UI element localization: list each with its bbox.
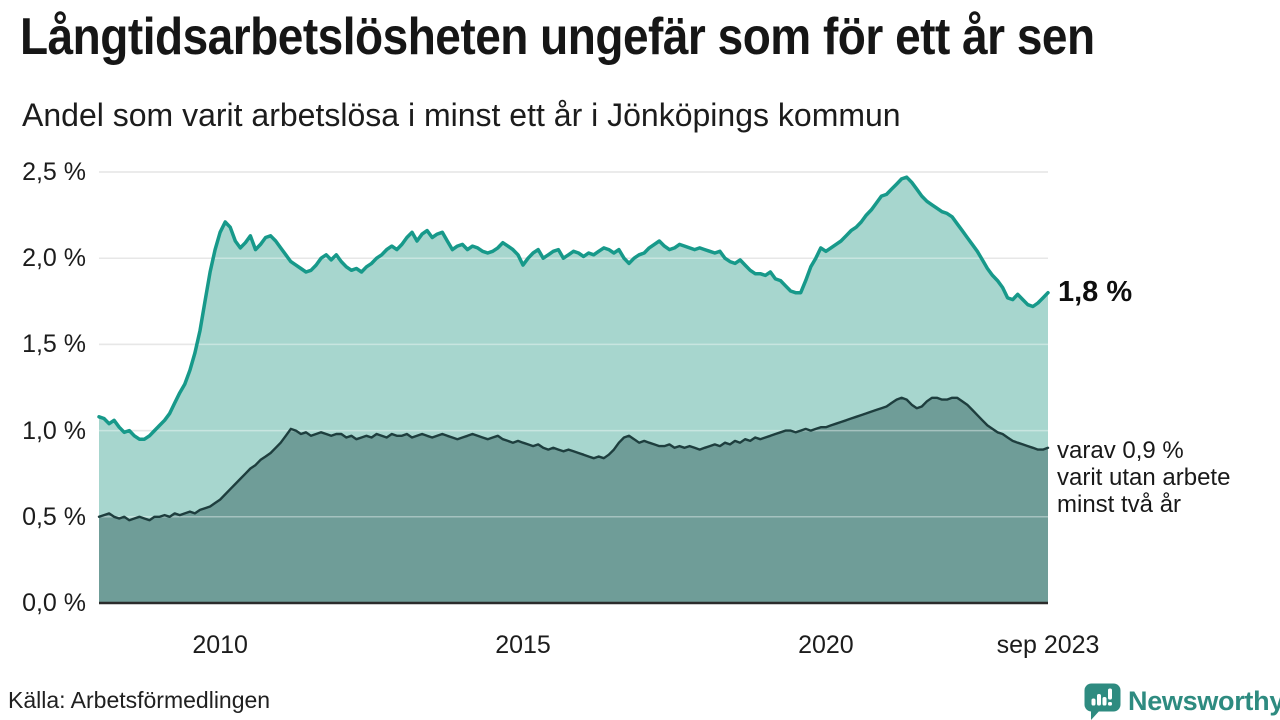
gridlines-over xyxy=(99,171,1048,518)
endpoint-label-twoyear-line2: varit utan arbete xyxy=(1057,463,1231,491)
chart-subtitle: Andel som varit arbetslösa i minst ett å… xyxy=(22,97,901,133)
y-axis-label: 2,5 % xyxy=(22,158,86,186)
y-axis-label: 0,0 % xyxy=(22,589,86,617)
newsworthy-icon xyxy=(1084,683,1121,720)
x-axis-label: 2020 xyxy=(798,631,854,659)
series-total-line xyxy=(97,175,1050,441)
chart-title: Långtidsarbetslösheten ungefär som för e… xyxy=(20,7,1095,66)
source-note: Källa: Arbetsförmedlingen xyxy=(8,687,271,713)
endpoint-label-twoyear-line3: minst två år xyxy=(1057,490,1182,518)
endpoint-label-twoyear: varav 0,9 % varit utan arbete minst två … xyxy=(1057,437,1230,518)
y-axis-label: 1,5 % xyxy=(22,330,86,359)
y-axis-label: 0,5 % xyxy=(22,502,86,531)
newsworthy-wordmark: Newsworthy xyxy=(1128,686,1280,716)
endpoint-label-twoyear-line1: varav 0,9 % xyxy=(1057,436,1184,464)
x-axis-label: sep 2023 xyxy=(996,631,1100,659)
series-twoyear-area xyxy=(99,397,1048,603)
newsworthy-logo: Newsworthy xyxy=(1084,683,1280,720)
x-axis-label: 2015 xyxy=(495,631,551,659)
y-axis-label: 1,0 % xyxy=(22,416,86,445)
series-twoyear-line xyxy=(97,396,1050,522)
endpoint-label-total: 1,8 % xyxy=(1058,275,1133,308)
x-axis-label: 2010 xyxy=(192,631,248,659)
y-axis-label: 2,0 % xyxy=(22,244,86,273)
